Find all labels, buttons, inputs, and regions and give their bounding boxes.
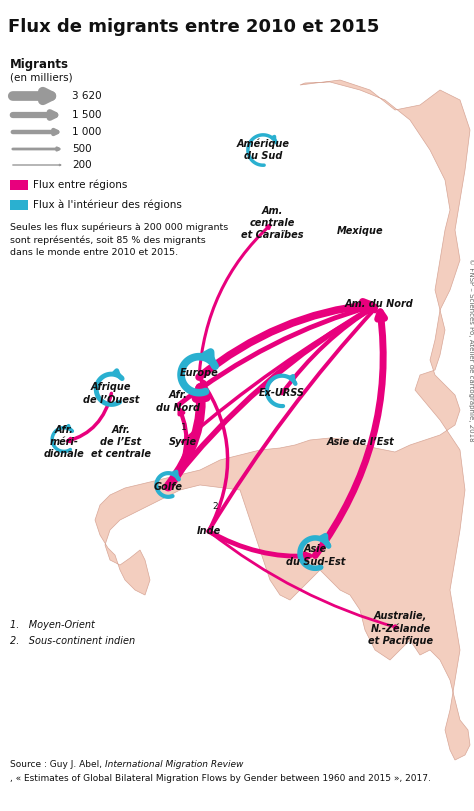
Text: , « Estimates of Global Bilateral Migration Flows by Gender between 1960 and 201: , « Estimates of Global Bilateral Migrat… bbox=[10, 774, 431, 783]
Text: 1: 1 bbox=[181, 423, 187, 431]
Text: Golfe: Golfe bbox=[154, 482, 183, 491]
Text: Afr.
méri-
dionale: Afr. méri- dionale bbox=[44, 425, 84, 459]
Text: 200: 200 bbox=[72, 160, 91, 170]
Text: Amérique
du Sud: Amérique du Sud bbox=[237, 139, 290, 161]
Text: 1 000: 1 000 bbox=[72, 127, 101, 137]
Text: Afr.
de l’Est
et centrale: Afr. de l’Est et centrale bbox=[91, 425, 151, 459]
Text: 1 500: 1 500 bbox=[72, 110, 101, 120]
Text: Source : Guy J. Abel,: Source : Guy J. Abel, bbox=[10, 760, 105, 769]
Text: Flux entre régions: Flux entre régions bbox=[33, 180, 128, 191]
Text: 3 620: 3 620 bbox=[72, 91, 101, 101]
Text: 500: 500 bbox=[72, 144, 91, 154]
Polygon shape bbox=[95, 80, 470, 760]
Text: Migrants: Migrants bbox=[10, 58, 69, 71]
Text: Am.
centrale
et Caraïbes: Am. centrale et Caraïbes bbox=[241, 206, 304, 240]
Text: Flux de migrants entre 2010 et 2015: Flux de migrants entre 2010 et 2015 bbox=[8, 18, 379, 36]
Text: Asie de l’Est: Asie de l’Est bbox=[327, 437, 394, 447]
Text: International Migration Review: International Migration Review bbox=[105, 760, 243, 769]
Bar bbox=[10, 180, 28, 190]
Text: Ex-URSS: Ex-URSS bbox=[259, 388, 305, 398]
Text: Asie
du Sud-Est: Asie du Sud-Est bbox=[285, 544, 345, 567]
Text: Flux à l'intérieur des régions: Flux à l'intérieur des régions bbox=[33, 200, 182, 210]
Text: Mexique: Mexique bbox=[337, 226, 383, 236]
Text: Syrie: Syrie bbox=[168, 437, 197, 447]
Text: © FNSP – Sciences Po, Atelier de cartographie, 2018: © FNSP – Sciences Po, Atelier de cartogr… bbox=[468, 258, 474, 442]
Text: (en milliers): (en milliers) bbox=[10, 72, 73, 82]
Text: 1.   Moyen-Orient: 1. Moyen-Orient bbox=[10, 620, 95, 630]
Text: Seules les flux supérieurs à 200 000 migrants
sont représentés, soit 85 % des mi: Seules les flux supérieurs à 200 000 mig… bbox=[10, 222, 228, 257]
Text: Inde: Inde bbox=[196, 526, 221, 536]
Text: Afr.
du Nord: Afr. du Nord bbox=[156, 390, 200, 413]
Text: 2: 2 bbox=[213, 502, 219, 511]
Bar bbox=[10, 200, 28, 210]
Text: 2.   Sous-continent indien: 2. Sous-continent indien bbox=[10, 636, 135, 646]
Text: Australie,
N.-Zélande
et Pacifique: Australie, N.-Zélande et Pacifique bbox=[368, 611, 433, 646]
Text: Am. du Nord: Am. du Nord bbox=[345, 299, 414, 309]
Text: Afrique
de l’Ouest: Afrique de l’Ouest bbox=[83, 382, 139, 405]
Text: Europe: Europe bbox=[180, 368, 219, 378]
